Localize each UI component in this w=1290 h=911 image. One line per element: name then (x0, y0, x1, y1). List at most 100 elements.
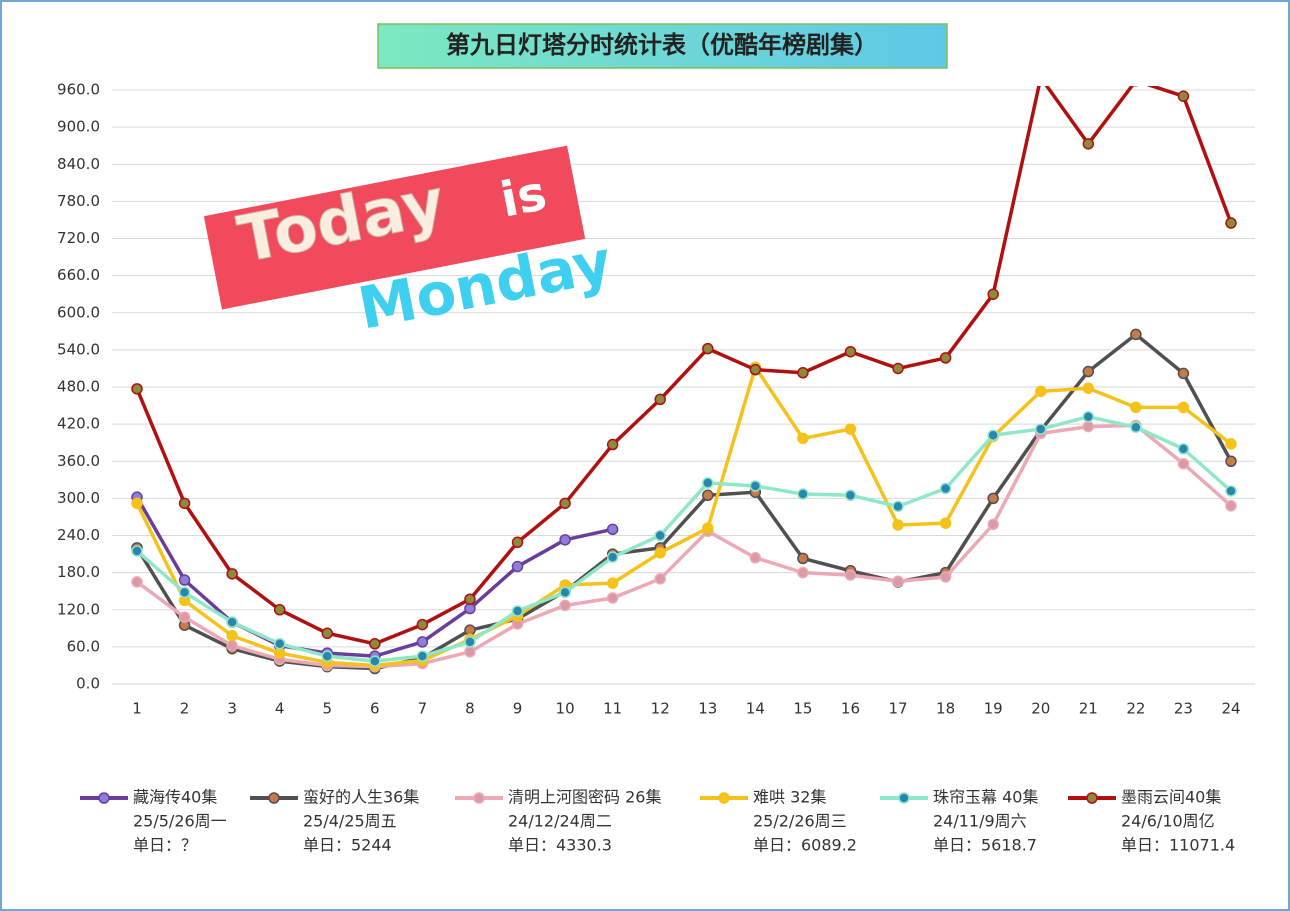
y-tick-label: 780.0 (57, 192, 100, 210)
data-point (226, 629, 238, 642)
x-tick-label: 14 (746, 700, 765, 718)
data-point (797, 432, 809, 445)
x-tick-label: 24 (1221, 700, 1240, 718)
data-point (178, 611, 191, 623)
data-point (131, 545, 143, 557)
y-tick-label: 720.0 (57, 229, 100, 247)
legend-marker (1086, 792, 1098, 804)
data-point (654, 547, 666, 559)
series-line (135, 423, 1233, 669)
data-point (1177, 90, 1190, 102)
x-tick-label: 11 (603, 700, 622, 718)
y-tick-label: 60.0 (67, 637, 100, 655)
x-tick-label: 12 (651, 700, 670, 718)
data-point (987, 429, 999, 442)
data-point (1082, 382, 1095, 394)
x-tick-label: 10 (556, 700, 575, 718)
data-point (892, 500, 904, 513)
data-point (1036, 73, 1046, 83)
data-point (273, 604, 286, 616)
data-point (1177, 443, 1190, 455)
x-tick-label: 15 (793, 700, 812, 718)
data-point (606, 438, 619, 451)
data-point (416, 650, 429, 662)
data-point (892, 519, 904, 531)
data-point (702, 342, 714, 355)
data-point (654, 573, 666, 585)
data-point (226, 639, 238, 652)
legend-label: 难哄 32集 (753, 788, 826, 807)
data-point (1082, 138, 1095, 150)
data-point (1082, 365, 1095, 378)
data-point (464, 624, 476, 636)
x-tick-label: 8 (465, 700, 475, 718)
legend-label: 清明上河图密码 26集 (508, 788, 661, 807)
data-point (1082, 420, 1095, 433)
x-tick-label: 6 (370, 700, 380, 718)
legend-date: 25/4/25周五 (303, 812, 397, 831)
data-point (987, 518, 999, 531)
data-point (1177, 401, 1190, 414)
legend-daily: 单日：11071.4 (1121, 836, 1235, 855)
data-point (749, 552, 762, 564)
data-point (1130, 401, 1142, 414)
data-point (464, 646, 476, 658)
data-point (416, 618, 429, 631)
x-tick-label: 3 (227, 700, 237, 718)
x-tick-label: 20 (1031, 700, 1050, 718)
data-point (369, 638, 381, 650)
data-point (178, 586, 191, 599)
series-line (135, 86, 1233, 646)
data-point (987, 492, 999, 505)
legend-daily: 单日：？ (133, 836, 197, 855)
x-tick-label: 19 (984, 700, 1003, 718)
x-tick-label: 5 (322, 700, 332, 718)
data-point (226, 616, 238, 628)
data-point (464, 636, 476, 648)
data-point (511, 536, 524, 549)
data-point (559, 534, 571, 546)
x-tick-label: 21 (1079, 700, 1098, 718)
data-point (939, 517, 952, 529)
legend-date: 24/11/9周六 (933, 812, 1027, 831)
data-point (844, 489, 857, 502)
y-tick-label: 300.0 (57, 489, 100, 507)
title-box (377, 23, 948, 69)
x-tick-label: 7 (418, 700, 428, 718)
data-point (797, 566, 809, 579)
legend-marker (268, 792, 280, 804)
data-point (939, 482, 952, 495)
legend-marker (718, 792, 730, 804)
legend-date: 25/2/26周三 (753, 812, 847, 831)
data-point (369, 655, 381, 667)
data-point (321, 650, 334, 662)
series-line (135, 414, 1233, 663)
data-point (987, 288, 999, 300)
legend-date: 24/6/10周亿 (1121, 812, 1215, 831)
legend-label: 墨雨云间40集 (1121, 788, 1221, 807)
data-point (321, 627, 334, 640)
data-point (464, 602, 476, 615)
data-point (939, 571, 952, 583)
data-point (1177, 457, 1190, 470)
legend-marker (898, 792, 910, 804)
data-point (1225, 217, 1237, 229)
data-point (654, 393, 666, 406)
legend-marker (473, 792, 485, 804)
legend-date: 25/5/26周一 (133, 812, 227, 831)
data-point (1225, 455, 1237, 467)
x-tick-label: 23 (1174, 700, 1193, 718)
data-point (892, 362, 904, 375)
data-point (559, 586, 571, 599)
legend-label: 藏海传40集 (133, 788, 217, 807)
data-point (1177, 367, 1190, 380)
data-point (844, 423, 857, 435)
y-tick-label: 600.0 (57, 303, 100, 321)
x-tick-label: 17 (888, 700, 907, 718)
data-point (606, 523, 619, 536)
data-point (606, 592, 619, 604)
y-tick-label: 420.0 (57, 415, 100, 433)
data-point (1034, 385, 1047, 398)
data-point (1225, 500, 1237, 512)
